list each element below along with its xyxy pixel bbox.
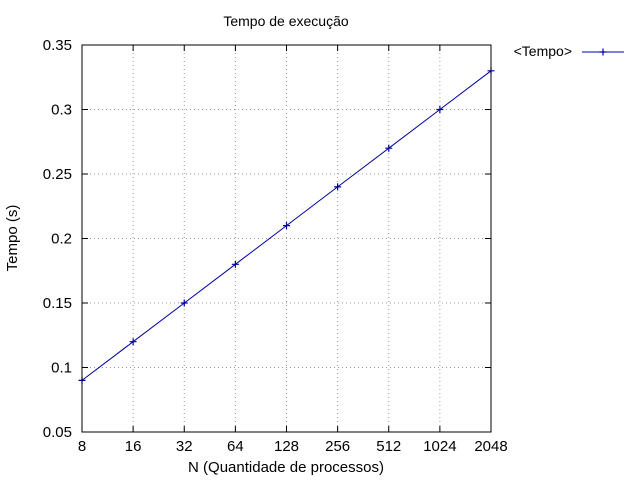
data-point bbox=[436, 106, 444, 113]
y-tick-label: 0.2 bbox=[51, 231, 72, 248]
x-tick-label: 256 bbox=[325, 438, 350, 455]
y-tick-label: 0.05 bbox=[43, 424, 72, 441]
x-tick-label: 128 bbox=[274, 438, 299, 455]
x-tick-label: 2048 bbox=[474, 438, 507, 455]
x-tick-label: 16 bbox=[125, 438, 142, 455]
data-point bbox=[231, 260, 239, 268]
y-tick-label: 0.25 bbox=[43, 166, 72, 183]
series-layer bbox=[78, 67, 495, 384]
chart-title: Tempo de execução bbox=[223, 13, 349, 29]
data-point bbox=[385, 144, 393, 152]
y-tick-label: 0.1 bbox=[51, 360, 72, 377]
axis-ticks: 0.05 0.1 0.15 0.2 0.25 0.3 0.35 8 16 32 64 128 256 51… bbox=[43, 37, 508, 455]
legend: <Tempo> bbox=[514, 43, 624, 59]
grid bbox=[82, 45, 491, 432]
x-tick-label: 32 bbox=[176, 438, 193, 455]
data-point bbox=[129, 338, 137, 346]
x-tick-label: 8 bbox=[78, 438, 86, 455]
plot-frame bbox=[81, 44, 492, 433]
data-point bbox=[180, 299, 188, 307]
y-tick-label: 0.3 bbox=[51, 102, 72, 119]
data-point bbox=[283, 222, 290, 230]
y-axis-label: Tempo (s) bbox=[4, 205, 21, 272]
x-tick-label: 512 bbox=[376, 438, 401, 455]
x-tick-label: 64 bbox=[227, 438, 244, 455]
legend-marker bbox=[599, 48, 607, 56]
y-tick-label: 0.15 bbox=[43, 295, 72, 312]
y-tick-label: 0.35 bbox=[43, 37, 72, 54]
data-point bbox=[334, 183, 342, 191]
x-axis-label: N (Quantidade de processos) bbox=[188, 459, 384, 476]
legend-label: <Tempo> bbox=[514, 43, 572, 59]
x-tick-label: 1024 bbox=[423, 438, 456, 455]
